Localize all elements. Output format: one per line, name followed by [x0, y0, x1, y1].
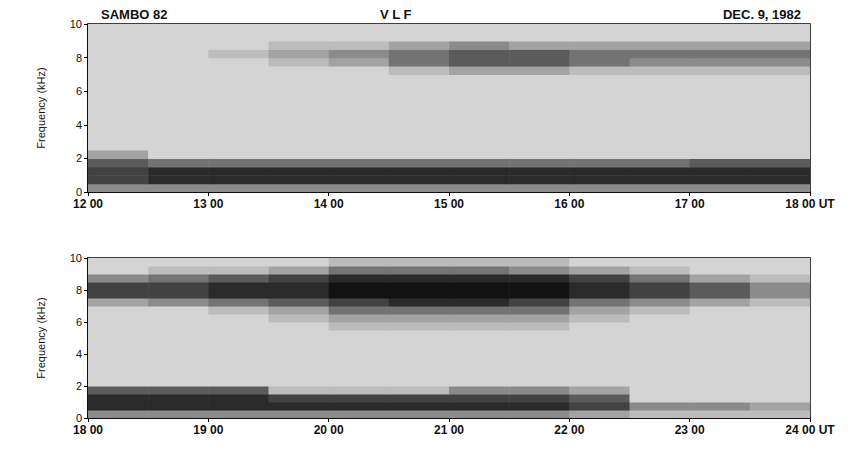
svg-text:8: 8	[76, 52, 82, 64]
svg-text:6: 6	[76, 316, 82, 328]
svg-text:6: 6	[76, 85, 82, 97]
svg-text:24 00 UT: 24 00 UT	[785, 423, 835, 437]
svg-text:23 00: 23 00	[675, 423, 705, 437]
svg-text:2: 2	[76, 380, 82, 392]
svg-text:13 00: 13 00	[193, 197, 223, 211]
svg-text:4: 4	[76, 348, 82, 360]
svg-text:18 00 UT: 18 00 UT	[785, 197, 835, 211]
svg-text:Frequency (kHz): Frequency (kHz)	[35, 297, 47, 378]
svg-text:DEC. 9, 1982: DEC. 9, 1982	[723, 7, 801, 22]
svg-text:14 00: 14 00	[314, 197, 344, 211]
svg-text:22 00: 22 00	[554, 423, 584, 437]
svg-text:17 00: 17 00	[675, 197, 705, 211]
svg-text:2: 2	[76, 152, 82, 164]
svg-text:18 00: 18 00	[73, 423, 103, 437]
svg-text:15 00: 15 00	[434, 197, 464, 211]
svg-text:SAMBO 82: SAMBO 82	[101, 7, 167, 22]
svg-text:16 00: 16 00	[554, 197, 584, 211]
svg-text:0: 0	[75, 186, 82, 198]
svg-text:0: 0	[75, 412, 82, 424]
svg-text:21 00: 21 00	[434, 423, 464, 437]
svg-text:19 00: 19 00	[193, 423, 223, 437]
svg-text:V L F: V L F	[380, 7, 412, 22]
svg-text:10: 10	[70, 18, 82, 30]
svg-text:20 00: 20 00	[314, 423, 344, 437]
svg-text:4: 4	[76, 119, 82, 131]
svg-text:8: 8	[76, 284, 82, 296]
svg-text:10: 10	[70, 252, 82, 264]
svg-text:Frequency (kHz): Frequency (kHz)	[35, 67, 47, 148]
svg-text:12 00: 12 00	[73, 197, 103, 211]
